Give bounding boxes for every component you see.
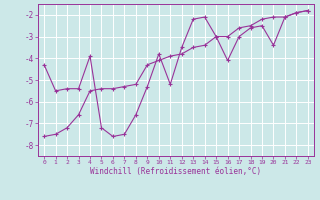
X-axis label: Windchill (Refroidissement éolien,°C): Windchill (Refroidissement éolien,°C)	[91, 167, 261, 176]
